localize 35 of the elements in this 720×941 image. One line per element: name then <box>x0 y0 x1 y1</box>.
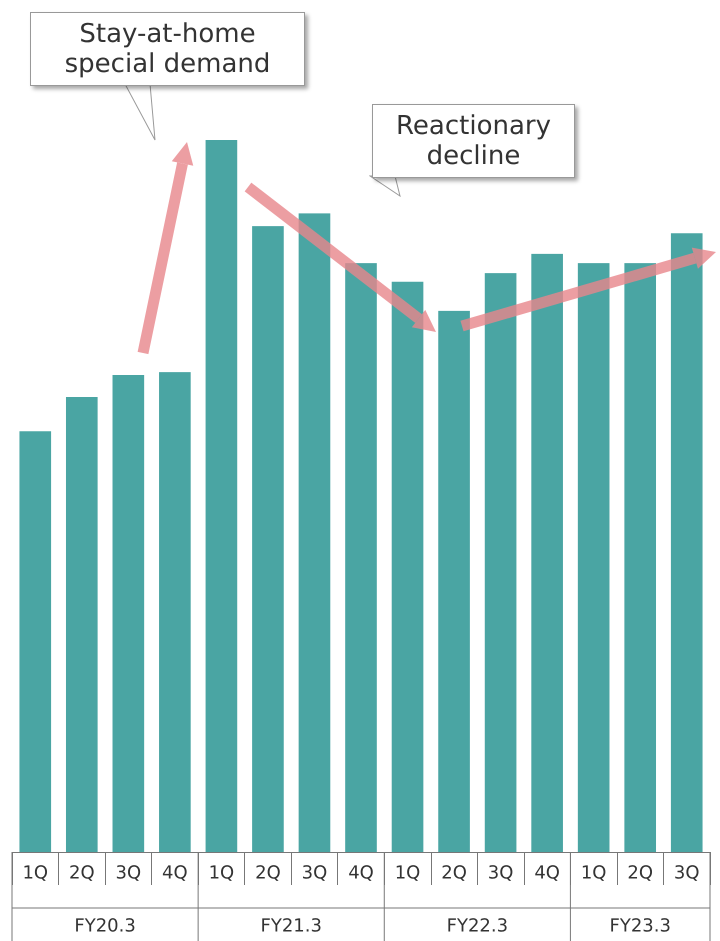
x-tick-label: 2Q <box>627 862 654 884</box>
x-tick-label: 3Q <box>488 862 514 884</box>
x-tick-label: 1Q <box>208 862 234 884</box>
bar <box>578 263 610 852</box>
text: FY23.3 <box>609 916 671 936</box>
x-tick-label: 1Q <box>22 862 48 884</box>
text: FY22.3 <box>446 916 508 936</box>
x-tick-label: 4Q <box>348 862 374 884</box>
x-tick-label: 1Q <box>394 862 420 884</box>
bar <box>624 263 656 852</box>
bar <box>66 397 98 852</box>
bar <box>438 310 470 852</box>
x-tick-label: 1Q <box>580 862 606 884</box>
bar <box>206 140 238 852</box>
x-tick-label: 2Q <box>441 862 467 884</box>
x-tick-label: 3Q <box>116 862 142 884</box>
bar <box>531 254 563 852</box>
x-tick-label: 3Q <box>674 862 700 884</box>
x-tick-label: 4Q <box>534 862 560 884</box>
text: FY21.3 <box>260 916 322 936</box>
bar <box>345 263 377 852</box>
bar <box>392 282 424 852</box>
x-tick-label: 3Q <box>302 862 328 884</box>
bar <box>252 226 284 852</box>
annotation: Reactionary decline <box>372 104 575 178</box>
x-tick-label: 4Q <box>162 862 188 884</box>
bar <box>159 372 191 852</box>
x-tick-label: 2Q <box>255 862 281 884</box>
x-tick-label: 2Q <box>68 862 95 884</box>
text: FY20.3 <box>74 916 136 936</box>
bar <box>670 233 703 852</box>
bar <box>484 273 516 852</box>
bar <box>298 213 330 852</box>
bar <box>19 431 52 852</box>
bar <box>112 374 144 852</box>
